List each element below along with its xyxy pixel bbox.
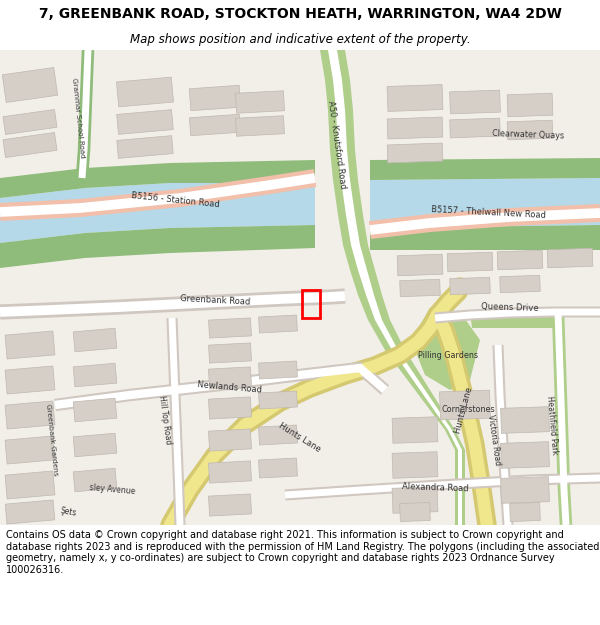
Bar (117, 109, 173, 134)
Bar (449, 90, 500, 114)
Text: 7, GREENBANK ROAD, STOCKTON HEATH, WARRINGTON, WA4 2DW: 7, GREENBANK ROAD, STOCKTON HEATH, WARRI… (38, 7, 562, 21)
Bar (387, 84, 443, 111)
Bar (387, 143, 443, 163)
Bar (3, 132, 57, 158)
Bar (259, 315, 298, 333)
Bar (397, 254, 443, 276)
Bar (189, 85, 241, 111)
Bar (400, 503, 430, 521)
Text: A50 - Knutsford Road: A50 - Knutsford Road (326, 100, 347, 190)
Bar (500, 442, 550, 468)
Bar (116, 77, 173, 107)
Bar (259, 361, 298, 379)
Bar (500, 407, 550, 433)
Bar (450, 118, 500, 138)
Text: Cornerstones: Cornerstones (441, 406, 495, 414)
Bar (500, 275, 540, 292)
Bar (209, 318, 251, 338)
Polygon shape (0, 180, 315, 243)
Bar (209, 367, 251, 389)
Bar (209, 429, 251, 451)
Polygon shape (370, 225, 600, 250)
Bar (236, 91, 284, 113)
Bar (450, 278, 490, 295)
Bar (3, 109, 57, 134)
Bar (209, 494, 251, 516)
Bar (497, 250, 543, 270)
Bar (236, 116, 284, 136)
Bar (209, 343, 251, 363)
Text: Alexandra Road: Alexandra Road (401, 482, 469, 494)
Text: Map shows position and indicative extent of the property.: Map shows position and indicative extent… (130, 32, 470, 46)
Bar (5, 401, 55, 429)
Bar (500, 477, 550, 503)
Bar (259, 391, 298, 409)
Bar (209, 461, 251, 483)
Bar (400, 279, 440, 297)
Text: Victoria Road: Victoria Road (486, 414, 502, 466)
Text: Grammar School Road: Grammar School Road (71, 78, 85, 159)
Bar (387, 117, 443, 139)
Bar (447, 253, 493, 272)
Polygon shape (370, 158, 600, 180)
Bar (302, 290, 320, 318)
Bar (209, 397, 251, 419)
Text: Şets: Şets (59, 506, 77, 518)
Polygon shape (470, 312, 562, 328)
Text: Clearwater Quays: Clearwater Quays (492, 129, 564, 141)
Bar (5, 366, 55, 394)
Text: sley Avenue: sley Avenue (89, 484, 136, 496)
Polygon shape (0, 160, 315, 198)
Polygon shape (313, 50, 462, 525)
Text: Heathfield Park: Heathfield Park (545, 395, 559, 455)
Text: Queens Drive: Queens Drive (481, 302, 539, 314)
Bar (73, 398, 117, 422)
Bar (73, 468, 117, 492)
Bar (392, 452, 438, 478)
Polygon shape (0, 225, 315, 268)
Bar (73, 433, 117, 457)
Bar (5, 471, 55, 499)
Bar (2, 68, 58, 102)
Text: B5157 - Thelwall New Road: B5157 - Thelwall New Road (430, 206, 545, 221)
Text: Greenbank Gardens: Greenbank Gardens (45, 404, 59, 476)
Bar (509, 503, 541, 521)
Bar (117, 136, 173, 158)
Text: B5156 - Station Road: B5156 - Station Road (130, 191, 220, 209)
Bar (259, 425, 298, 445)
Polygon shape (370, 178, 600, 228)
Text: Hill Top Road: Hill Top Road (157, 395, 173, 445)
Bar (440, 390, 490, 420)
Bar (5, 436, 55, 464)
Bar (259, 458, 298, 478)
Text: Hunts Lane: Hunts Lane (277, 421, 323, 454)
Bar (190, 114, 241, 136)
Bar (392, 487, 438, 513)
Bar (507, 93, 553, 117)
Bar (547, 248, 593, 268)
Bar (5, 500, 55, 524)
Bar (392, 417, 438, 443)
Text: Newlands Road: Newlands Road (197, 380, 263, 394)
Bar (5, 331, 55, 359)
Bar (507, 120, 553, 140)
Text: Pilling Gardens: Pilling Gardens (418, 351, 478, 359)
Polygon shape (415, 308, 480, 390)
Text: Contains OS data © Crown copyright and database right 2021. This information is : Contains OS data © Crown copyright and d… (6, 530, 599, 575)
Text: Hunts Lane: Hunts Lane (454, 386, 475, 434)
Polygon shape (305, 50, 465, 525)
Bar (73, 363, 117, 387)
Bar (73, 328, 117, 352)
Text: Greenbank Road: Greenbank Road (179, 294, 250, 306)
Polygon shape (0, 50, 600, 525)
